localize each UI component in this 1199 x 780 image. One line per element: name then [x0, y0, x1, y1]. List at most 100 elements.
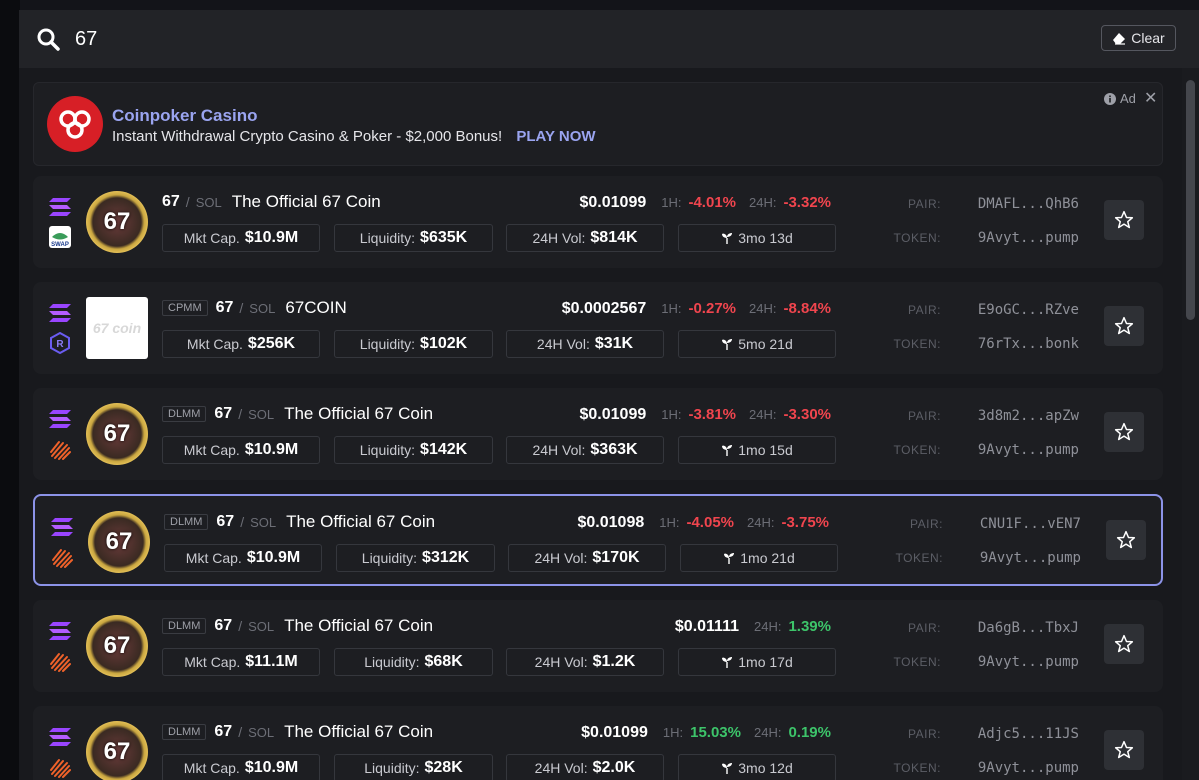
volume-stat: 24H Vol: $170K	[508, 544, 666, 572]
liquidity-value: $142K	[420, 441, 468, 458]
favorite-button[interactable]	[1104, 412, 1144, 452]
change-24h-label: 24H:	[753, 619, 782, 634]
token-avatar: 67	[86, 191, 148, 253]
token-symbol: 67	[214, 723, 233, 740]
age-stat: 1mo 15d	[678, 436, 836, 464]
market-cap-value: $10.9M	[244, 759, 299, 776]
token-avatar-text: 67	[103, 420, 131, 447]
search-input[interactable]	[75, 22, 975, 56]
clear-button[interactable]: Clear	[1101, 25, 1176, 51]
token-address[interactable]: 9Avyt...pump	[977, 760, 1079, 776]
pair-label: PAIR:	[908, 197, 941, 211]
scrollbar[interactable]	[1182, 68, 1199, 780]
dex-tag: DLMM	[162, 618, 207, 634]
change-1h-label: 1H:	[662, 725, 684, 740]
liquidity-label: Liquidity:	[364, 760, 420, 776]
search-bar: Clear	[19, 10, 1199, 68]
token-label: TOKEN:	[893, 761, 941, 775]
price-line: $0.01099 1H: -4.01% 24H: -3.32%	[580, 194, 838, 212]
star-icon	[1114, 210, 1134, 229]
market-cap-label: Mkt Cap.	[183, 442, 240, 458]
ad-tag[interactable]: Ad	[1104, 91, 1136, 106]
ad-title[interactable]: Coinpoker Casino	[112, 106, 258, 125]
favorite-button[interactable]	[1104, 624, 1144, 664]
pair-address[interactable]: Adjc5...11JS	[977, 726, 1079, 742]
coinpoker-logo-mark	[48, 97, 102, 151]
star-icon	[1114, 422, 1134, 441]
change-24h-value: 0.19%	[788, 724, 831, 741]
token-price: $0.01099	[581, 724, 648, 741]
market-cap-stat: Mkt Cap. $10.9M	[162, 224, 320, 252]
volume-label: 24H Vol:	[536, 336, 590, 352]
result-row[interactable]: 67 DLMM 67 / SOL The Official 67 Coin $0.01099…	[33, 388, 1163, 480]
market-cap-value: $256K	[247, 335, 296, 352]
sprout-icon	[724, 553, 735, 564]
favorite-button[interactable]	[1104, 200, 1144, 240]
ad-banner[interactable]: Coinpoker Casino Instant Withdrawal Cryp…	[33, 82, 1163, 166]
pair-address[interactable]: E9oGC...RZve	[977, 302, 1079, 318]
market-cap-value: $10.9M	[246, 549, 301, 566]
result-row[interactable]: 67 DLMM 67 / SOL The Official 67 Coin $0.01098…	[33, 494, 1163, 586]
token-avatar-text: 67	[105, 528, 133, 555]
token-address[interactable]: 9Avyt...pump	[977, 442, 1079, 458]
price-line: $0.01098 1H: -4.05% 24H: -3.75%	[578, 514, 836, 532]
token-name-line: 67 / SOL The Official 67 Coin	[162, 192, 381, 212]
favorite-button[interactable]	[1104, 306, 1144, 346]
pair-address[interactable]: DMAFL...QhB6	[977, 196, 1079, 212]
ad-tag-label: Ad	[1120, 91, 1136, 106]
favorite-button[interactable]	[1106, 520, 1146, 560]
market-cap-stat: Mkt Cap. $256K	[162, 330, 320, 358]
dex-tag: DLMM	[162, 724, 207, 740]
token-symbol: 67	[162, 193, 180, 210]
change-1h-label: 1H:	[661, 407, 682, 422]
token-avatar: 67	[86, 403, 148, 465]
result-row[interactable]: 67 DLMM 67 / SOL The Official 67 Coin $0.01099…	[33, 706, 1163, 780]
pair-address[interactable]: CNU1F...vEN7	[979, 516, 1081, 532]
change-24h-value: -3.75%	[781, 514, 829, 531]
ad-description-text: Instant Withdrawal Crypto Casino & Poker…	[112, 128, 503, 145]
token-address-line: TOKEN: 9Avyt...pump	[893, 654, 1079, 670]
result-row[interactable]: 67 DLMM 67 / SOL The Official 67 Coin $0.01111…	[33, 600, 1163, 692]
pair-label: PAIR:	[910, 517, 943, 531]
volume-stat: 24H Vol: $363K	[506, 436, 664, 464]
result-row[interactable]: R 67 coin CPMM 67 / SOL 67COIN $0.0002567 1H: -0.…	[33, 282, 1163, 374]
quote-symbol: SOL	[250, 514, 277, 530]
sprout-icon	[722, 339, 733, 350]
pair-address[interactable]: Da6gB...TbxJ	[977, 620, 1079, 636]
quote-symbol: SOL	[248, 724, 275, 740]
token-name-line: DLMM 67 / SOL The Official 67 Coin	[162, 404, 433, 424]
token-address[interactable]: 9Avyt...pump	[977, 230, 1079, 246]
result-row[interactable]: SWAP 67 67 / SOL The Official 67 Coin $0.01099…	[33, 176, 1163, 268]
liquidity-label: Liquidity:	[359, 442, 416, 458]
liquidity-value: $68K	[424, 653, 463, 670]
change-1h-label: 1H:	[661, 195, 682, 210]
market-cap-stat: Mkt Cap. $10.9M	[162, 436, 320, 464]
token-name-line: DLMM 67 / SOL The Official 67 Coin	[164, 512, 435, 532]
scrollbar-thumb[interactable]	[1186, 80, 1195, 320]
search-icon	[37, 28, 60, 51]
token-name: 67COIN	[285, 298, 347, 317]
pair-address-line: PAIR: E9oGC...RZve	[893, 302, 1079, 318]
star-icon	[1114, 740, 1134, 759]
volume-value: $2.0K	[592, 759, 636, 776]
token-price: $0.0002567	[561, 300, 647, 317]
pair-address[interactable]: 3d8m2...apZw	[977, 408, 1079, 424]
change-24h-label: 24H:	[747, 515, 775, 530]
token-avatar-text: 67	[103, 208, 131, 235]
token-name: The Official 67 Coin	[284, 404, 434, 423]
token-address[interactable]: 76rTx...bonk	[977, 336, 1079, 352]
market-cap-value: $10.9M	[244, 441, 299, 458]
token-name: The Official 67 Coin	[284, 616, 434, 635]
token-label: TOKEN:	[893, 655, 941, 669]
pair-label: PAIR:	[908, 621, 941, 635]
token-address[interactable]: 9Avyt...pump	[979, 550, 1081, 566]
ad-cta-link[interactable]: PLAY NOW	[516, 128, 596, 145]
price-line: $0.0002567 1H: -0.27% 24H: -8.84%	[562, 300, 837, 318]
volume-label: 24H Vol:	[534, 654, 588, 670]
ad-close-icon[interactable]: ✕	[1144, 90, 1158, 107]
token-address[interactable]: 9Avyt...pump	[977, 654, 1079, 670]
token-price: $0.01111	[674, 618, 739, 635]
favorite-button[interactable]	[1104, 730, 1144, 770]
price-line: $0.01099 1H: -3.81% 24H: -3.30%	[580, 406, 838, 424]
solana-icon	[49, 728, 71, 746]
